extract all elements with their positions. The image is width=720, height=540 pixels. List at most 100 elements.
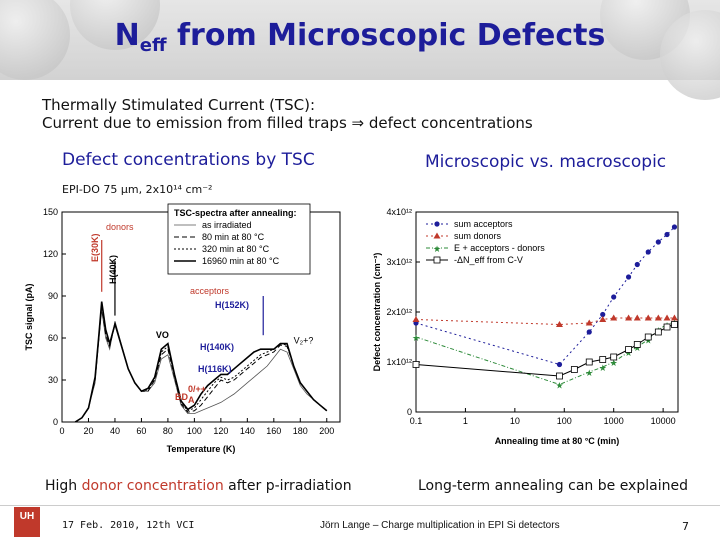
legend-entry: 320 min at 80 °C (202, 244, 270, 254)
x-tick-label: 180 (293, 426, 308, 436)
y-tick-label: 150 (43, 207, 58, 217)
data-point (663, 323, 671, 331)
peak-label-h152k: H(152K) (215, 300, 249, 310)
slide-title: Neff from Microscopic Defects (114, 18, 606, 56)
legend-entry: 80 min at 80 °C (202, 232, 265, 242)
university-logo: UH (14, 507, 40, 537)
peak-label-h140k: H(140K) (200, 342, 234, 352)
data-point (586, 329, 592, 335)
y-tick-label: 0 (407, 407, 412, 417)
legend-entry: as irradiated (202, 220, 252, 230)
legend-entry: -ΔN_eff from C-V (454, 255, 523, 265)
data-point (600, 311, 606, 318)
data-point: ★ (644, 336, 652, 346)
x-tick-label: 20 (83, 426, 93, 436)
data-point: ★ (625, 348, 633, 358)
right-heading: Microscopic vs. macroscopic (425, 152, 667, 172)
tsc-chart: 0 20 40 60 80 100 120 140 160 180 200 0 30 60 90 120 150… (24, 203, 341, 454)
y-axis-label: TSC signal (pA) (24, 283, 34, 350)
y-tick-label: 90 (48, 291, 58, 301)
legend-marker (434, 221, 440, 227)
x-tick-label: 0 (59, 426, 64, 436)
series-line-3 (74, 301, 328, 423)
defect-concentration-chart: 0.1 1 10 100 1000 10000 0 1x10¹² 2x10¹² 3x10¹² 4x1… (372, 207, 679, 446)
data-point (585, 319, 593, 326)
x-tick-label: 160 (266, 426, 281, 436)
x-tick-label: 60 (136, 426, 146, 436)
page-number: 7 (682, 520, 689, 533)
left-caption: High donor concentration after p-irradia… (45, 478, 352, 494)
data-point (633, 314, 641, 321)
legend-title: TSC-spectra after annealing: (174, 208, 297, 218)
data-point (625, 274, 632, 280)
header-band (0, 0, 720, 100)
series-line-1 (74, 307, 328, 423)
peak-label-vo: VO (156, 330, 169, 340)
legend-marker (433, 256, 441, 264)
plot-frame (415, 211, 679, 413)
data-point (655, 239, 661, 245)
data-point (412, 361, 420, 368)
data-point (610, 314, 618, 321)
data-point (645, 249, 651, 255)
x-tick-label: 120 (213, 426, 228, 436)
data-point (644, 314, 652, 321)
data-point (611, 294, 617, 300)
data-point (585, 358, 593, 366)
footer-divider (0, 505, 720, 506)
data-point (633, 341, 641, 348)
data-point (671, 321, 678, 328)
x-tick-label: 200 (319, 426, 334, 436)
x-tick-label: 100 (557, 416, 572, 426)
x-tick-label: 10000 (651, 416, 676, 426)
intro-line-2: Current due to emission from filled trap… (42, 114, 533, 132)
data-point (654, 314, 662, 321)
data-point (599, 316, 607, 322)
intro-line-1: Thermally Stimulated Current (TSC): (42, 96, 316, 114)
data-point (556, 361, 563, 368)
peak-label-h40k: H(40K) (108, 255, 118, 284)
legend-entry: 16960 min at 80 °C (202, 256, 280, 266)
x-tick-label: 80 (163, 426, 173, 436)
y-tick-label: 30 (48, 375, 58, 385)
data-point: ★ (555, 381, 563, 391)
peak-label-v2: V₂+? (294, 336, 314, 346)
y-tick-label: 2x10¹² (386, 307, 412, 317)
peak-label-bd-sub: A (188, 395, 195, 405)
data-point (654, 328, 662, 336)
x-tick-label: 0.1 (410, 416, 423, 426)
y-axis-label: Defect concentration (cm⁻³) (372, 253, 382, 372)
left-heading: Defect concentrations by TSC (62, 150, 315, 170)
x-axis-label: Annealing time at 80 °C (min) (495, 436, 620, 446)
legend-entry: sum acceptors (454, 219, 513, 229)
data-point: ★ (585, 368, 593, 378)
peak-label-bd-sup: 0/++ (188, 384, 206, 394)
peak-label-e30k: E(30K) (90, 233, 100, 262)
donors-label: donors (106, 222, 134, 232)
data-point (634, 261, 640, 268)
legend-marker: ★ (433, 244, 441, 254)
x-tick-label: 100 (187, 426, 202, 436)
data-point (599, 356, 607, 363)
footer-date: 17 Feb. 2010, 12th VCI (62, 520, 195, 531)
x-tick-label: 140 (240, 426, 255, 436)
y-tick-label: 4x10¹² (386, 207, 412, 217)
data-point (671, 224, 678, 230)
y-tick-label: 1x10¹² (386, 357, 412, 367)
series-line-0 (74, 309, 328, 423)
peak-label-bd: BD (175, 392, 188, 402)
right-caption: Long-term annealing can be explained (418, 478, 688, 494)
data-point (644, 333, 652, 341)
legend-marker (433, 232, 441, 239)
data-point (570, 366, 578, 373)
data-point (556, 372, 563, 380)
acceptors-label: acceptors (190, 286, 230, 296)
data-point (555, 321, 563, 327)
data-point (625, 314, 633, 321)
data-point: ★ (633, 343, 641, 353)
y-tick-label: 3x10¹² (386, 257, 412, 267)
data-point (663, 314, 671, 321)
data-point (670, 314, 678, 321)
legend-entry: E + acceptors - donors (454, 243, 545, 253)
legend-box (167, 203, 311, 275)
